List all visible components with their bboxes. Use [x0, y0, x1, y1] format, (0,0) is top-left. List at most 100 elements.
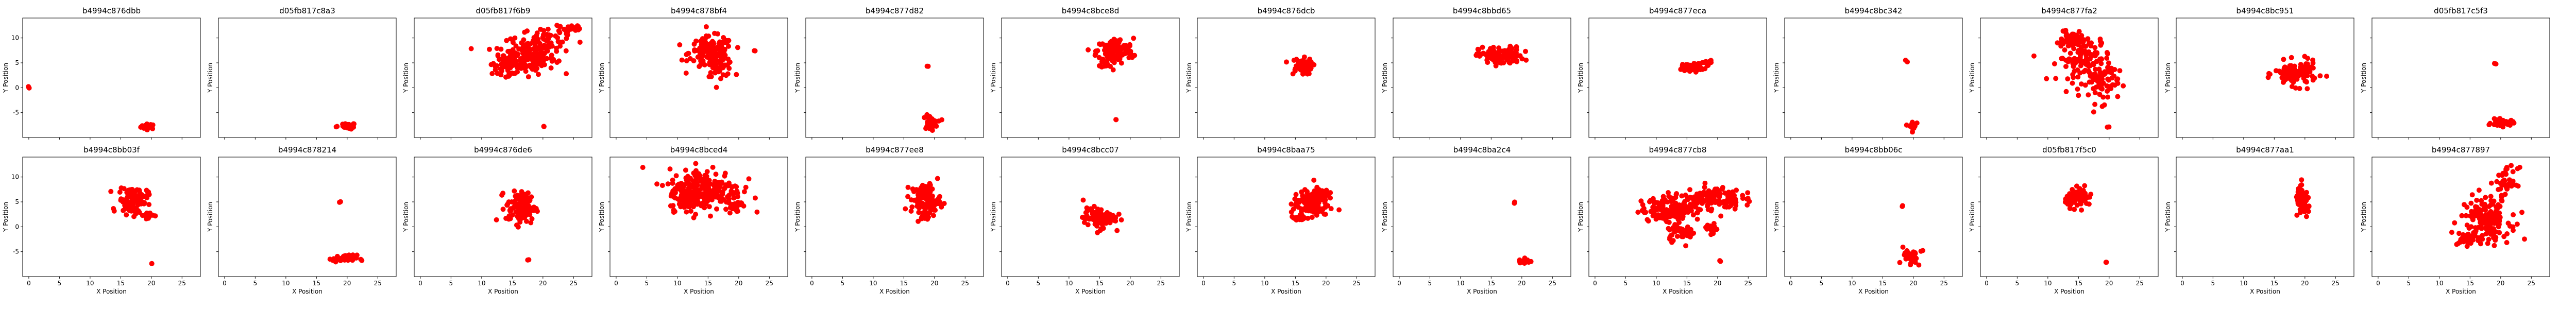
scatter-point — [1113, 117, 1119, 123]
scatter-point — [919, 185, 924, 191]
scatter-point — [548, 65, 554, 71]
scatter-point — [2462, 236, 2467, 242]
scatter-point — [2075, 74, 2081, 80]
scatter-point — [123, 203, 128, 209]
scatter-point — [693, 161, 699, 166]
scatter-point — [2290, 76, 2296, 82]
scatter-point — [2071, 75, 2076, 80]
scatter-point — [2105, 89, 2110, 94]
scatter-point — [703, 33, 709, 39]
scatter-point — [2324, 74, 2329, 79]
scatter-point — [2077, 59, 2083, 64]
scatter-point — [2466, 239, 2471, 245]
scatter-point — [515, 224, 521, 230]
scatter-points — [108, 185, 158, 266]
scatter-point — [340, 122, 346, 127]
scatter-point — [714, 64, 719, 70]
scatter-point — [2102, 69, 2108, 75]
x-tick-label: 5 — [1232, 280, 1236, 287]
scatter-point — [935, 176, 940, 181]
scatter-point — [699, 59, 704, 65]
x-tick-label: 10 — [869, 280, 877, 287]
scatter-point — [2063, 64, 2069, 70]
scatter-point — [1514, 44, 1519, 49]
scatter-point — [2479, 226, 2484, 231]
scatter-point — [1097, 42, 1103, 47]
scatter-point — [2062, 47, 2067, 53]
scatter-point — [2511, 212, 2516, 217]
scatter-point — [1303, 65, 1309, 71]
scatter-point — [924, 63, 930, 69]
x-tick-label: 10 — [1652, 280, 1660, 287]
scatter-points — [2486, 61, 2517, 130]
x-tick-label: 20 — [147, 280, 155, 287]
subplot-title: b4994c876dcb — [1258, 6, 1315, 15]
scatter-point — [2488, 210, 2494, 215]
axes-frame — [1393, 157, 1571, 277]
axes-frame — [1001, 18, 1180, 138]
scatter-point — [926, 194, 932, 199]
x-tick-label: 25 — [1549, 280, 1556, 287]
scatter-point — [1108, 43, 1113, 49]
axes-frame — [1980, 157, 2159, 277]
scatter-point — [715, 31, 720, 37]
scatter-point — [1475, 46, 1481, 52]
scatter-point — [731, 190, 737, 196]
scatter-point — [577, 40, 583, 45]
scatter-point — [2476, 187, 2482, 193]
scatter-point — [512, 188, 517, 194]
scatter-point — [2495, 221, 2501, 227]
scatter-point — [725, 194, 730, 199]
scatter-point — [1718, 259, 1723, 264]
scatter-point — [1677, 228, 1683, 234]
x-axis-label: X Position — [1075, 288, 1106, 295]
subplot-title: b4994c878214 — [278, 145, 336, 154]
subplot-3: d05fb817f6b9 Y Position — [402, 6, 592, 140]
scatter-point — [1653, 216, 1659, 222]
scatter-point — [546, 40, 552, 46]
x-tick-label: 10 — [1065, 280, 1073, 287]
scatter-point — [1098, 64, 1104, 70]
scatter-point — [1651, 210, 1657, 216]
y-axis-label: Y Position — [1969, 63, 1976, 93]
scatter-point — [2093, 66, 2098, 72]
x-tick-label: 0 — [1006, 280, 1010, 287]
scatter-point — [713, 58, 719, 63]
scatter-point — [702, 62, 707, 67]
x-tick-label: 25 — [1940, 280, 1948, 287]
subplot-title: b4994c8bcc07 — [1062, 145, 1119, 154]
scatter-point — [2077, 70, 2083, 76]
axes-frame — [2371, 157, 2550, 277]
x-tick-label: 20 — [2497, 280, 2504, 287]
scatter-point — [131, 198, 137, 203]
scatter-point — [131, 214, 137, 219]
scatter-point — [684, 209, 689, 215]
scatter-point — [556, 58, 562, 64]
scatter-point — [2070, 80, 2075, 86]
scatter-point — [544, 46, 550, 52]
scatter-point — [1708, 58, 1714, 63]
scatter-point — [936, 118, 942, 124]
scatter-point — [1687, 187, 1692, 193]
scatter-point — [1311, 177, 1317, 183]
y-axis-label: Y Position — [794, 202, 801, 232]
scatter-point — [2092, 45, 2098, 50]
scatter-point — [2464, 204, 2470, 210]
x-tick-label: 0 — [27, 280, 31, 287]
scatter-point — [2496, 202, 2501, 208]
scatter-point — [130, 194, 136, 199]
scatter-point — [523, 57, 529, 62]
scatter-point — [2096, 66, 2102, 72]
y-axis-label: Y Position — [2, 63, 9, 93]
scatter-point — [1723, 203, 1729, 209]
scatter-point — [1293, 192, 1299, 197]
scatter-point — [494, 46, 500, 52]
scatter-point — [671, 207, 676, 213]
scatter-points — [640, 161, 760, 220]
scatter-point — [1668, 195, 1674, 201]
y-axis-label: Y Position — [1577, 202, 1584, 232]
scatter-point — [126, 194, 131, 200]
scatter-point — [2519, 210, 2524, 215]
